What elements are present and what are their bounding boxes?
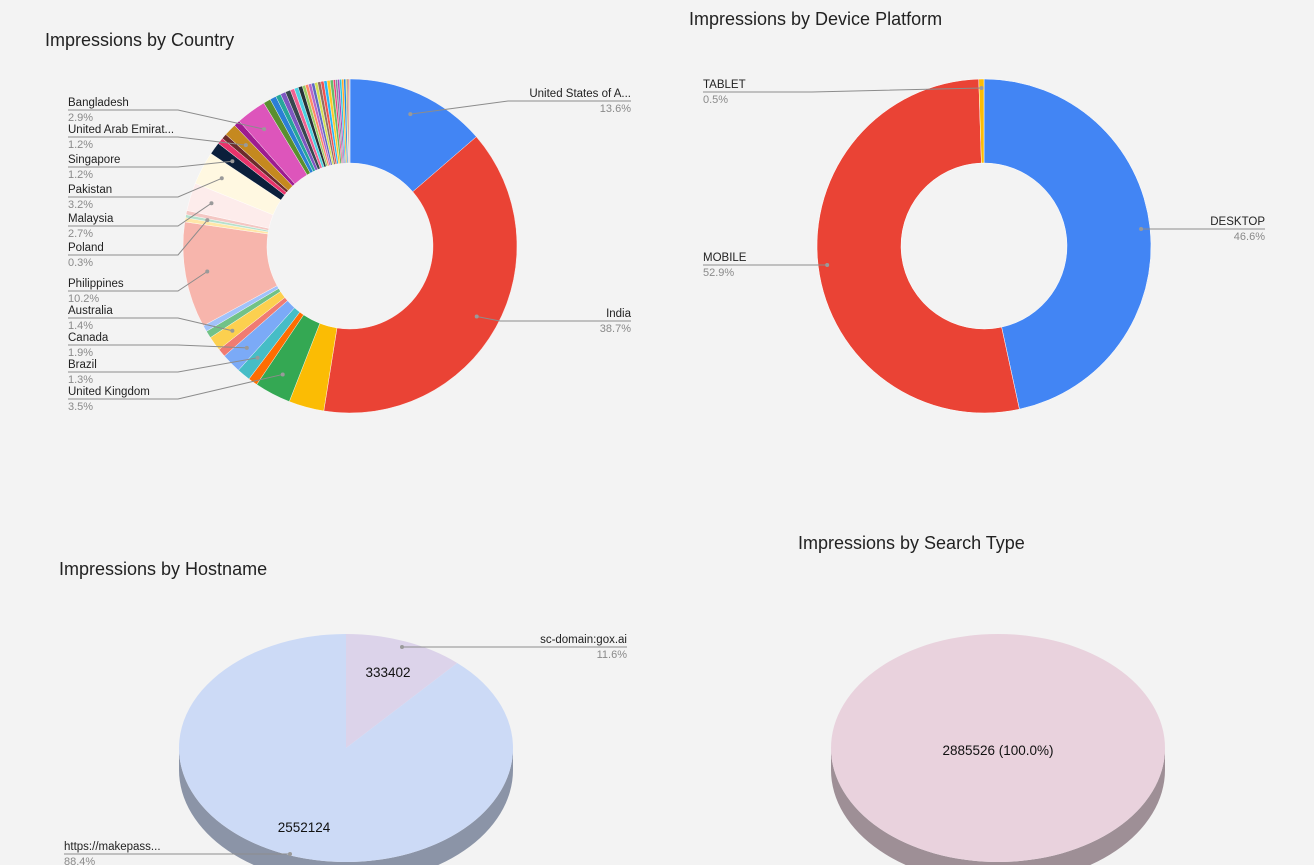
device-slice-mobile[interactable] [816,78,1020,414]
country-pct-singapore: 1.2% [68,169,93,181]
device-label-desktop: DESKTOP [1210,216,1265,228]
device-leader-dot-tablet [979,86,984,90]
country-leader-united-kingdom [68,373,283,400]
hostname-chart-title: Impressions by Hostname [59,559,268,579]
hostname-leader-dot-makepass [288,852,292,856]
country-leader-dot-brazil [255,355,260,360]
country-leader-united-arab-emirat [68,136,246,146]
device-label-tablet: TABLET [703,79,746,91]
hostname-leader-dot-gox [400,645,404,649]
country-pct-brazil: 1.3% [68,374,93,386]
country-pct-malaysia: 2.7% [68,228,93,240]
country-leader-dot-australia [230,328,235,333]
country-chart-title: Impressions by Country [45,30,235,50]
country-pct-canada: 1.9% [68,347,93,359]
device-slice-tablet[interactable] [978,78,985,164]
country-slice-other-50[interactable] [348,78,351,164]
device-pct-desktop: 46.6% [1234,231,1265,243]
hostname-slice-sc-domain-gox-ai[interactable] [346,634,458,748]
country-leader-dot-india [474,314,479,319]
search-type-slice-all[interactable] [831,634,1165,862]
country-pct-united-states-of-a: 13.6% [600,103,631,115]
device-leader-dot-mobile [825,263,830,267]
device-leader-tablet [703,87,982,93]
country-leader-malaysia [68,202,212,227]
hostname-slice-https-makepass[interactable] [178,634,513,863]
country-label-singapore: Singapore [68,154,120,166]
country-leader-dot-united-kingdom [280,372,285,377]
country-pct-poland: 0.3% [68,257,93,269]
country-leader-bangladesh [68,109,265,130]
country-donut: United States of A... 13.6% India 38.7% Unit… [68,78,632,414]
country-label-pakistan: Pakistan [68,184,112,196]
country-pct-pakistan: 3.2% [68,199,93,211]
hostname-label-gox: sc-domain:gox.ai [540,634,627,646]
hostname-pct-makepass: 88.4% [64,856,95,865]
country-slice-india[interactable] [323,136,518,414]
hostname-pct-gox: 11.6% [597,649,628,661]
hostname-label-makepass: https://makepass... [64,841,161,853]
country-leader-singapore [68,160,233,168]
device-label-mobile: MOBILE [703,252,747,264]
country-leader-dot-bangladesh [262,127,267,132]
country-label-philippines: Philippines [68,278,124,290]
country-label-united-kingdom: United Kingdom [68,386,150,398]
country-leader-dot-canada [244,345,249,350]
device-pct-tablet: 0.5% [703,94,728,106]
country-label-bangladesh: Bangladesh [68,97,129,109]
country-pct-philippines: 10.2% [68,293,99,305]
country-leader-dot-pakistan [219,176,224,181]
device-pct-mobile: 52.9% [703,267,734,279]
country-label-united-states-of-a: United States of A... [529,88,631,100]
device-chart-title: Impressions by Device Platform [689,9,943,29]
country-label-canada: Canada [68,332,109,344]
search-type-value-label: 2885526 (100.0%) [942,743,1053,758]
country-leader-dot-singapore [230,159,235,164]
country-pct-india: 38.7% [600,323,631,335]
country-leader-canada [68,344,247,349]
country-leader-dot-united-states-of-a [408,112,413,117]
country-leader-dot-philippines [205,269,210,274]
country-leader-dot-malaysia [209,201,214,206]
country-leader-dot-poland [205,218,210,223]
country-pct-united-kingdom: 3.5% [68,401,93,413]
country-leader-india [476,316,631,322]
country-leader-pakistan [68,177,222,198]
country-leader-united-states-of-a [410,100,631,115]
hostname-value-gox: 333402 [365,665,410,680]
country-label-brazil: Brazil [68,359,97,371]
device-donut: DESKTOP 46.6% MOBILE 52.9% TABLET 0.5% [703,78,1265,414]
country-label-india: India [606,308,632,320]
country-label-united-arab-emirat: United Arab Emirat... [68,124,174,136]
search-type-chart-title: Impressions by Search Type [798,533,1025,553]
device-slice-desktop[interactable] [983,78,1152,410]
hostname-value-makepass: 2552124 [278,820,331,835]
country-leader-dot-united-arab-emirat [243,143,248,148]
country-label-australia: Australia [68,305,113,317]
search-type-pie: 2885526 (100.0%) [831,634,1165,865]
country-leader-poland [68,219,208,256]
country-label-poland: Poland [68,242,104,254]
country-pct-australia: 1.4% [68,320,93,332]
country-leader-philippines [68,271,208,292]
country-label-malaysia: Malaysia [68,213,114,225]
country-pct-united-arab-emirat: 1.2% [68,139,93,151]
country-pct-bangladesh: 2.9% [68,112,93,124]
device-leader-dot-desktop [1139,227,1144,231]
country-leader-australia [68,317,233,332]
hostname-pie: 333402 sc-domain:gox.ai 11.6% 2552124 https:… [64,634,627,865]
country-leader-brazil [68,357,258,373]
